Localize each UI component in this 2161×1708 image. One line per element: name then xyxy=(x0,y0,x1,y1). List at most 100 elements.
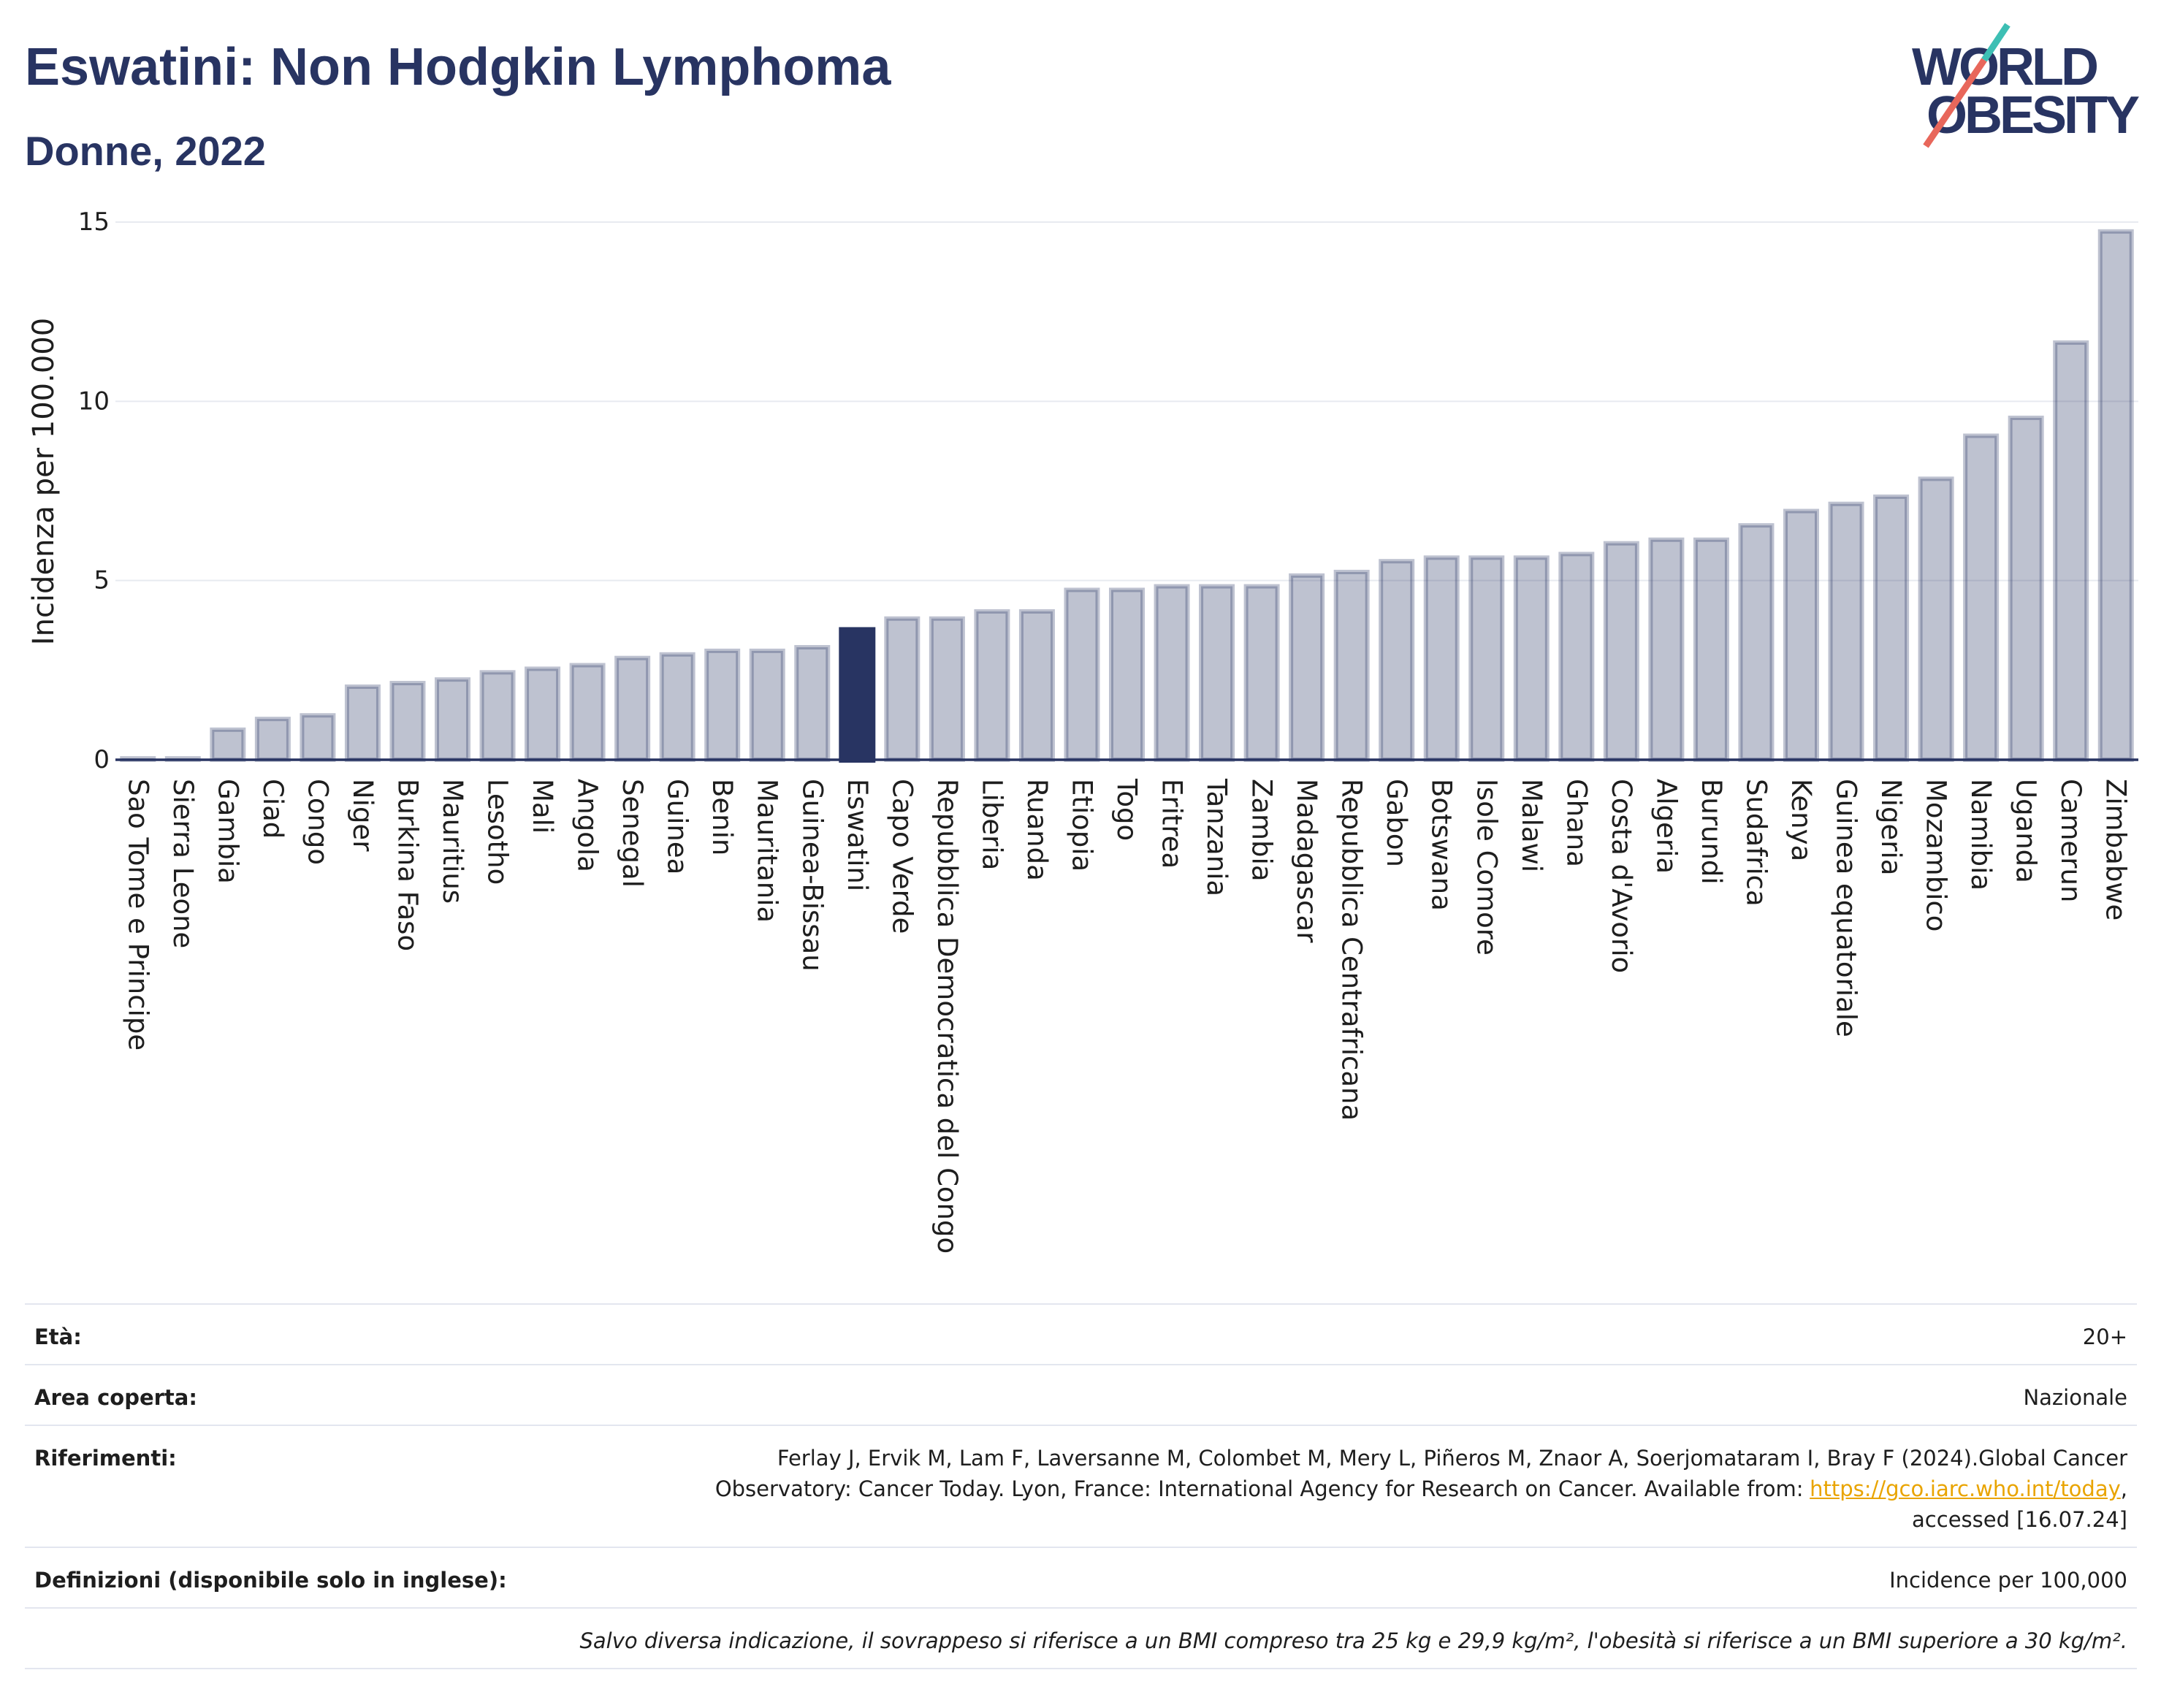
x-tick-label: Algeria xyxy=(1650,779,1682,874)
x-tick-label: Camerun xyxy=(2055,779,2086,902)
bar-nigeria xyxy=(1873,494,1910,762)
bar-gabon xyxy=(1379,559,1415,763)
references-value: Ferlay J, Ervik M, Lam F, Laversanne M, … xyxy=(715,1443,2127,1535)
x-axis-labels: Sao Tome e Principe Sierra Leone Gambia Cia… xyxy=(122,778,2131,1254)
x-tick-label: Kenya xyxy=(1785,779,1817,861)
definitions-value: Incidence per 100,000 xyxy=(1889,1568,2127,1593)
x-tick-label: Guinea equatoriale xyxy=(1831,779,1862,1037)
x-tick-label: Repubblica Democratica del Congo xyxy=(931,779,963,1254)
bar-guinea-equatoriale xyxy=(1828,501,1864,762)
x-tick-label: Ciad xyxy=(257,779,289,839)
y-tick-label: 10 xyxy=(78,386,110,416)
bar-kenya xyxy=(1783,508,1819,762)
x-tick-label: Zambia xyxy=(1246,779,1278,882)
bar-togo xyxy=(1109,587,1145,762)
bar-ciad xyxy=(254,717,291,762)
logo-slash-icon xyxy=(1923,23,2011,148)
x-tick-label: Gambia xyxy=(212,779,243,884)
bar-algeria xyxy=(1648,537,1685,763)
x-tick-label: Angola xyxy=(572,779,603,872)
x-tick-label: Mauritius xyxy=(437,779,468,904)
x-tick-label: Sierra Leone xyxy=(167,779,199,948)
x-tick-label: Sao Tome e Principe xyxy=(122,779,153,1051)
y-tick-label: 15 xyxy=(78,207,110,237)
chart-subtitle: Donne, 2022 xyxy=(25,128,266,174)
x-tick-label: Ghana xyxy=(1560,779,1592,867)
bar-gambia xyxy=(210,727,246,763)
references-line-3: accessed [16.07.24] xyxy=(1912,1507,2127,1532)
info-row-references: Riferimenti: Ferlay J, Ervik M, Lam F, L… xyxy=(25,1426,2137,1548)
logo-line-world: WORLD xyxy=(1912,38,2099,96)
x-tick-label: Mali xyxy=(527,779,558,834)
references-label: Riferimenti: xyxy=(34,1446,177,1471)
x-tick-label: Benin xyxy=(706,779,738,855)
age-value: 20+ xyxy=(2082,1324,2127,1349)
x-tick-label: Guinea xyxy=(662,779,693,874)
x-tick-label: Mauritania xyxy=(752,779,783,923)
x-tick-label: Togo xyxy=(1111,778,1143,841)
bar-burundi xyxy=(1693,537,1729,763)
y-axis-title: Incidenza per 100.000 xyxy=(27,318,61,645)
x-tick-label: Eswatini xyxy=(842,779,873,891)
x-tick-label: Gabon xyxy=(1381,779,1412,867)
x-tick-label: Ruanda xyxy=(1021,779,1053,881)
x-tick-label: Costa d'Avorio xyxy=(1606,779,1637,973)
bar-repubblica-centrafricana xyxy=(1333,569,1370,762)
x-tick-label: Guinea-Bissau xyxy=(796,779,828,972)
bar-repubblica-democratica-del-congo xyxy=(929,616,965,762)
x-tick-label: Sudafrica xyxy=(1740,779,1772,907)
x-tick-label: Nigeria xyxy=(1875,779,1907,875)
x-tick-label: Tanzania xyxy=(1201,778,1232,896)
x-tick-label: Uganda xyxy=(2011,779,2042,883)
bar-mali xyxy=(525,666,561,763)
info-row-age: Età: 20+ xyxy=(25,1305,2137,1365)
bar-angola xyxy=(569,663,606,763)
bar-capo-verde xyxy=(884,616,921,762)
x-tick-label: Capo Verde xyxy=(886,779,918,934)
x-tick-label: Malawi xyxy=(1516,779,1547,872)
bar-senegal xyxy=(614,655,651,762)
bar-zambia xyxy=(1243,584,1280,762)
x-tick-label: Zimbabwe xyxy=(2100,779,2132,920)
bar-uganda xyxy=(2008,415,2044,763)
x-tick-label: Eritrea xyxy=(1156,779,1188,869)
x-tick-label: Etiopia xyxy=(1066,779,1097,872)
bar-niger xyxy=(344,684,381,763)
bar-camerun xyxy=(2053,340,2089,763)
bar-liberia xyxy=(974,609,1010,762)
x-tick-label: Niger xyxy=(347,779,378,852)
references-line-2: Observatory: Cancer Today. Lyon, France:… xyxy=(715,1473,2127,1504)
bar-zimbabwe xyxy=(2097,229,2134,762)
x-tick-label: Burkina Faso xyxy=(392,779,423,951)
bar-ruanda xyxy=(1018,609,1055,762)
x-tick-label: Namibia xyxy=(1965,779,1997,891)
bar-mauritania xyxy=(749,648,785,762)
references-line-2-end: , xyxy=(2120,1476,2127,1501)
bar-ghana xyxy=(1558,552,1595,762)
info-row-note: Salvo diversa indicazione, il sovrappeso… xyxy=(25,1609,2137,1669)
area-label: Area coperta: xyxy=(34,1385,197,1410)
definitions-label: Definizioni (disponibile solo in inglese… xyxy=(34,1568,507,1593)
bar-madagascar xyxy=(1289,573,1325,762)
bar-benin xyxy=(704,648,741,762)
y-tick-label: 5 xyxy=(94,566,110,595)
area-value: Nazionale xyxy=(2023,1385,2127,1410)
bar-sudafrica xyxy=(1738,523,1775,762)
bar-malawi xyxy=(1513,555,1550,762)
x-tick-label: Botswana xyxy=(1426,779,1457,911)
obesity-note: Salvo diversa indicazione, il sovrappeso… xyxy=(579,1628,2127,1653)
bar-congo xyxy=(300,713,336,762)
references-link[interactable]: https://gco.iarc.who.int/today xyxy=(1810,1476,2121,1501)
x-tick-label: Lesotho xyxy=(482,779,514,885)
bar-mozambico xyxy=(1918,476,1954,763)
info-row-area: Area coperta: Nazionale xyxy=(25,1365,2137,1426)
bar-etiopia xyxy=(1064,587,1100,762)
bar-lesotho xyxy=(479,670,516,762)
bar-isole-comore xyxy=(1468,555,1505,762)
bar-guinea xyxy=(659,652,695,762)
bar-botswana xyxy=(1423,555,1460,762)
y-axis-ticks: 0 5 10 15 xyxy=(78,207,110,774)
bar-chart: Incidenza per 100.000 0 5 10 15 Sao Tome e … xyxy=(27,207,2138,1254)
chart-title: Eswatini: Non Hodgkin Lymphoma xyxy=(25,38,891,96)
world-obesity-logo: WORLD OBESITY xyxy=(1899,15,2148,161)
